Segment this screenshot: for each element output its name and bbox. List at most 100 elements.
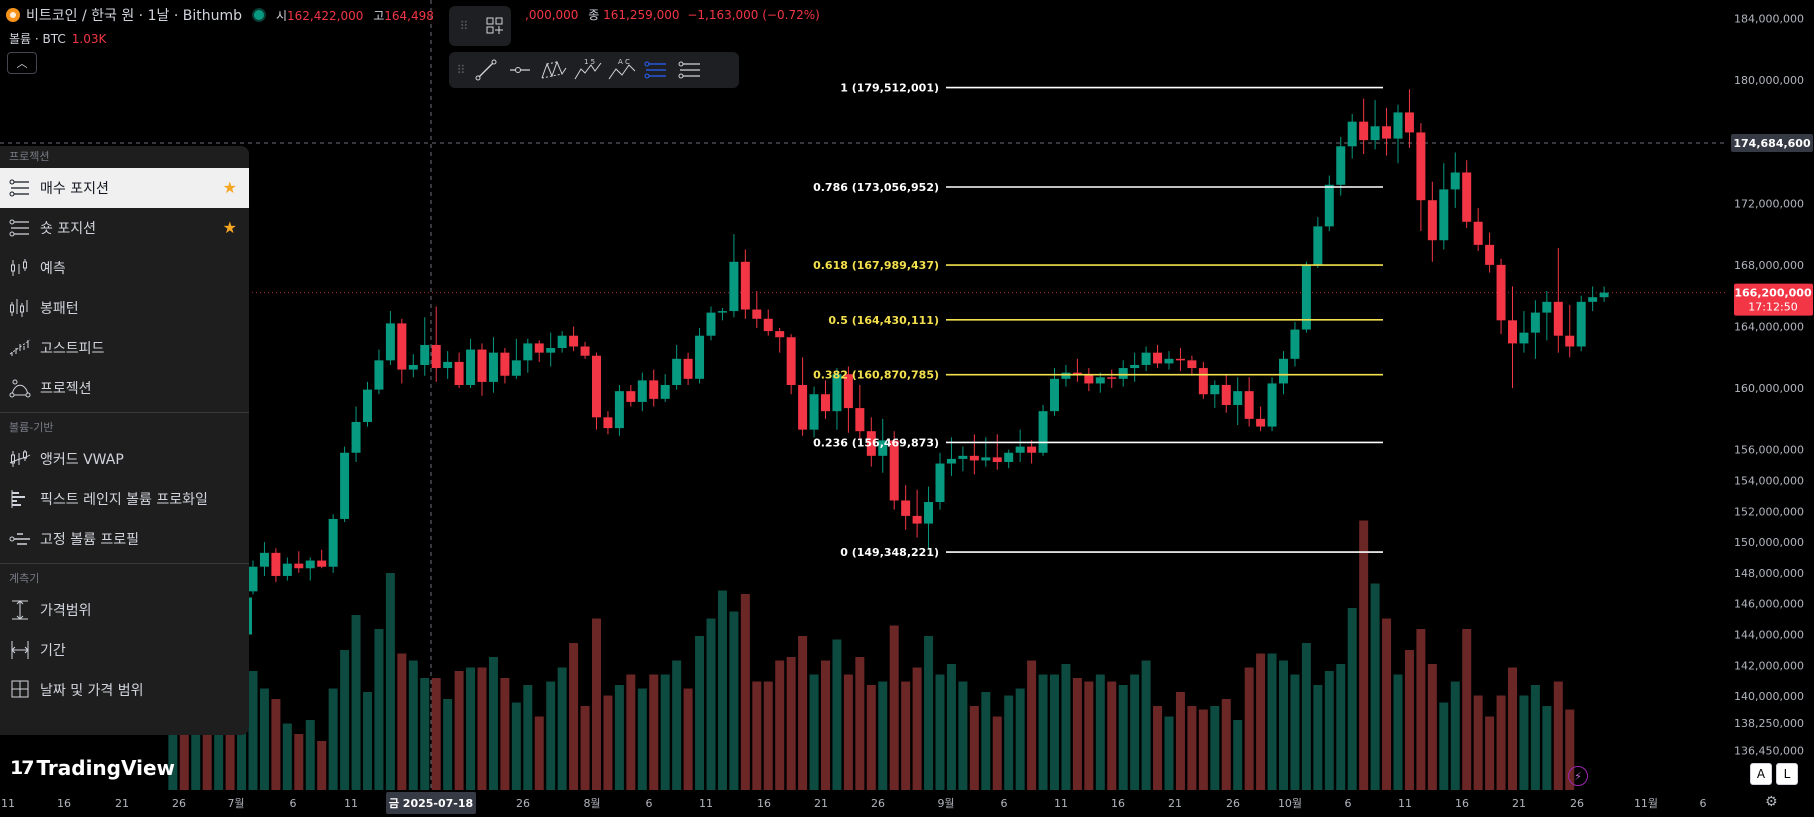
volume-bar [1359,520,1369,790]
horizontal-ray-icon[interactable] [503,55,537,85]
menu-item[interactable]: 숏 포지션 ★ [0,208,249,248]
menu-item[interactable]: 프로젝션 [0,368,249,408]
settings-gear-icon[interactable]: ⚙ [1765,794,1778,810]
candle [1324,184,1334,227]
menu-item[interactable]: 고정 볼륨 프로필 [0,519,249,559]
volume-bar [1279,660,1288,790]
xabcd-pattern-icon[interactable] [537,55,571,85]
log-scale-button[interactable]: L [1776,763,1798,785]
time-axis-label: 16 [757,797,771,810]
trend-line-icon[interactable] [469,55,503,85]
time-axis-label: 26 [1226,797,1240,810]
time-axis-label: 16 [57,797,71,810]
candle [1370,126,1380,141]
volume-bar [557,667,567,790]
menu-item[interactable]: 봉패턴 [0,288,249,328]
symbol-header: 비트코인 / 한국 원 · 1날 · Bithumb 시162,422,000 … [6,5,440,25]
menu-item[interactable]: 기간 [0,630,249,670]
menu-section-title: 계측기 [9,572,40,585]
candle [420,344,430,365]
change-value: −1,163,000 (−0.72%) [687,8,820,22]
low-value: ,000,000 [525,8,579,22]
volume-bar [1027,660,1037,790]
volume-bar [637,688,647,790]
abcd-pattern-icon[interactable]: A C [605,55,639,85]
menu-item-label: 숏 포지션 [40,221,96,237]
candle [534,343,544,353]
market-status-icon[interactable] [253,10,264,20]
crosshair-date-label: 금 2025-07-18 [389,797,473,810]
volume-bar [1038,674,1048,790]
menu-item[interactable]: 고스트피드 [0,328,249,368]
favorite-star-icon[interactable]: ★ [222,218,237,237]
volume-bar [1084,681,1094,790]
volume-bar [1244,667,1254,790]
chevron-up-icon: ︿ [16,57,28,70]
candle [1393,112,1403,139]
volume-bar [866,685,876,790]
candle [1576,301,1586,347]
candle [1084,374,1094,384]
long-position-icon[interactable] [639,55,673,85]
symbol-title[interactable]: 비트코인 / 한국 원 · 1날 · Bithumb [26,8,242,24]
volume-bar [580,706,590,790]
elliott-wave-icon[interactable]: 1 5 [571,55,605,85]
short-position-icon[interactable] [673,55,707,85]
candle [660,384,670,399]
candle [1038,411,1048,453]
open-value: 162,422,000 [287,8,364,23]
candle [305,560,315,569]
bitcoin-logo-icon [6,8,20,22]
fib-level-label: 1 (179,512,001) [840,82,939,95]
drawing-favorites-toolbar: ⠿ 1 5 A C [449,52,739,88]
candle [1267,383,1277,427]
candle [1130,364,1140,369]
time-axis-label: 6 [1345,797,1352,810]
candle [1359,121,1369,141]
volume-bar [717,590,727,790]
collapse-legend-button[interactable]: ︿ [7,52,37,74]
menu-item[interactable]: 가격범위 [0,590,249,630]
drag-handle-icon[interactable]: ⠿ [459,19,469,33]
menu-item[interactable]: 픽스트 레인지 볼륨 프로화일 [0,479,249,519]
volume-bar [317,741,327,790]
volume-bar [305,720,315,790]
flash-icon[interactable]: ⚡ [1568,766,1588,786]
menu-section-title: 프로젝션 [9,150,50,163]
candle [717,311,727,313]
time-axis-label: 10월 [1278,797,1302,810]
widgets-icon[interactable] [486,17,504,35]
menu-item[interactable]: 매수 포지션 ★ [0,168,249,208]
volume-bar [397,653,407,790]
volume-bar [614,685,624,790]
volume-bar [592,618,601,790]
candle [317,560,327,567]
auto-scale-button[interactable]: A [1750,763,1772,785]
candle [821,394,830,412]
favorite-star-icon[interactable]: ★ [222,178,237,197]
tradingview-logo[interactable]: 17 TradingView [10,756,176,780]
volume-bar [1290,674,1300,790]
candle [1050,378,1059,412]
volume-bar [1210,706,1220,790]
menu-item[interactable]: 날짜 및 가격 범위 [0,670,249,710]
fib-level-label: 0.786 (173,056,952) [813,181,939,194]
volume-bar [1485,716,1495,790]
high-value: 164,498 [384,8,434,23]
time-axis-label: 11월 [1634,797,1658,810]
volume-bar [1015,688,1025,790]
svg-text:A C: A C [618,58,630,66]
volume-bar [1427,664,1437,790]
candle [1004,452,1014,462]
candle [557,335,567,349]
candle [569,335,579,347]
menu-item[interactable]: 예측 [0,248,249,288]
volume-bar [534,716,544,790]
drag-handle-icon[interactable]: ⠿ [456,63,466,77]
menu-item[interactable]: 앵커드 VWAP [0,439,249,479]
candle [1210,384,1220,395]
candle [477,349,487,382]
candle [958,455,968,459]
date-range-icon [8,638,32,662]
